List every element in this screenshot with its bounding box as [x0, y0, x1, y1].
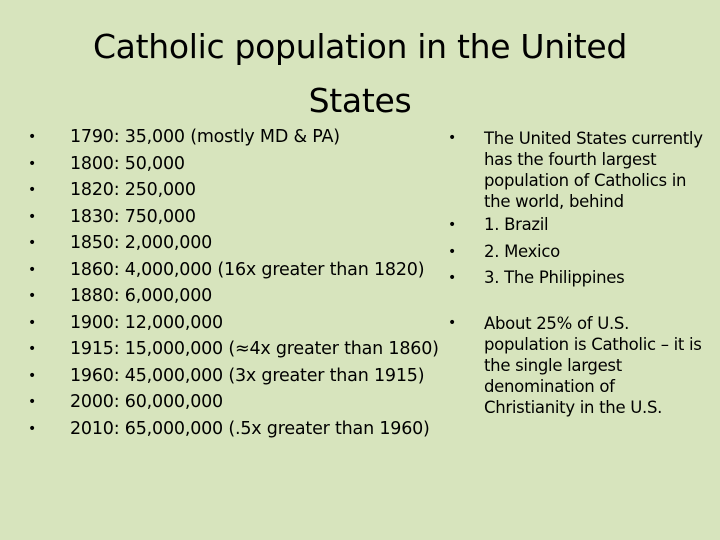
list-item: • 1860: 4,000,000 (16x greater than 1820): [28, 257, 458, 284]
list-item-text: The United States currently has the four…: [484, 129, 703, 211]
bullet-icon: •: [448, 130, 456, 146]
list-item: • The United States currently has the fou…: [448, 128, 710, 212]
list-item: • 2. Mexico: [448, 239, 710, 266]
list-item: • 2010: 65,000,000 (.5x greater than 1960…: [28, 416, 458, 443]
list-item-text: 3. The Philippines: [484, 268, 625, 287]
population-timeline-list: • 1790: 35,000 (mostly MD & PA) • 1800: 50…: [28, 124, 458, 442]
list-item-text: 1830: 750,000: [70, 206, 196, 227]
list-item-text: 1900: 12,000,000: [70, 312, 223, 333]
list-item: • 1790: 35,000 (mostly MD & PA): [28, 124, 458, 151]
list-item-text: 2010: 65,000,000 (.5x greater than 1960): [70, 418, 430, 439]
slide-title: Catholic population in the United States: [92, 27, 628, 120]
list-item: • 1850: 2,000,000: [28, 230, 458, 257]
bullet-icon: •: [28, 420, 37, 437]
list-item-text: 1915: 15,000,000 (≈4x greater than 1860): [70, 339, 439, 359]
bullet-icon: •: [448, 243, 456, 260]
list-item-text: 1. Brazil: [484, 215, 549, 234]
bullet-icon: •: [28, 341, 37, 357]
bullet-icon: •: [28, 261, 37, 278]
bullet-icon: •: [28, 235, 37, 251]
list-item: • 3. The Philippines: [448, 265, 710, 292]
list-item-text: 1860: 4,000,000 (16x greater than 1820): [70, 259, 425, 280]
list-item: • 2000: 60,000,000: [28, 389, 458, 416]
world-ranking-list: • The United States currently has the fou…: [448, 128, 710, 418]
bullet-icon: •: [28, 182, 37, 198]
list-item-text: 1850: 2,000,000: [70, 233, 213, 253]
list-item: • 1900: 12,000,000: [28, 310, 458, 337]
list-item-text: 1800: 50,000: [70, 153, 185, 174]
list-item: • 1. Brazil: [448, 212, 710, 239]
list-item: • 1830: 750,000: [28, 204, 458, 231]
bullet-icon: •: [28, 155, 37, 172]
list-item: • 1820: 250,000: [28, 177, 458, 204]
bullet-icon: •: [28, 314, 37, 331]
list-item: • 1960: 45,000,000 (3x greater than 1915): [28, 363, 458, 390]
list-item-text: 2. Mexico: [484, 241, 560, 261]
list-item: • About 25% of U.S. population is Catholi…: [448, 313, 710, 418]
list-item: • 1880: 6,000,000: [28, 283, 458, 310]
bullet-icon: •: [28, 208, 37, 225]
bullet-icon: •: [448, 217, 456, 233]
list-item-text: 1790: 35,000 (mostly MD & PA): [70, 127, 340, 147]
list-item: • 1915: 15,000,000 (≈4x greater than 1860…: [28, 336, 458, 363]
bullet-icon: •: [448, 314, 456, 331]
list-item-text: 2000: 60,000,000: [70, 392, 223, 412]
list-item-text: 1880: 6,000,000: [70, 286, 213, 306]
list-item-text: 1820: 250,000: [70, 180, 196, 200]
bullet-icon: •: [28, 394, 37, 410]
list-item: • 1800: 50,000: [28, 151, 458, 178]
bullet-icon: •: [28, 288, 37, 304]
bullet-icon: •: [28, 129, 37, 145]
list-item-text: About 25% of U.S. population is Catholic…: [484, 313, 702, 417]
list-item-text: 1960: 45,000,000 (3x greater than 1915): [70, 365, 425, 386]
bullet-icon: •: [28, 367, 37, 384]
bullet-icon: •: [448, 270, 456, 286]
